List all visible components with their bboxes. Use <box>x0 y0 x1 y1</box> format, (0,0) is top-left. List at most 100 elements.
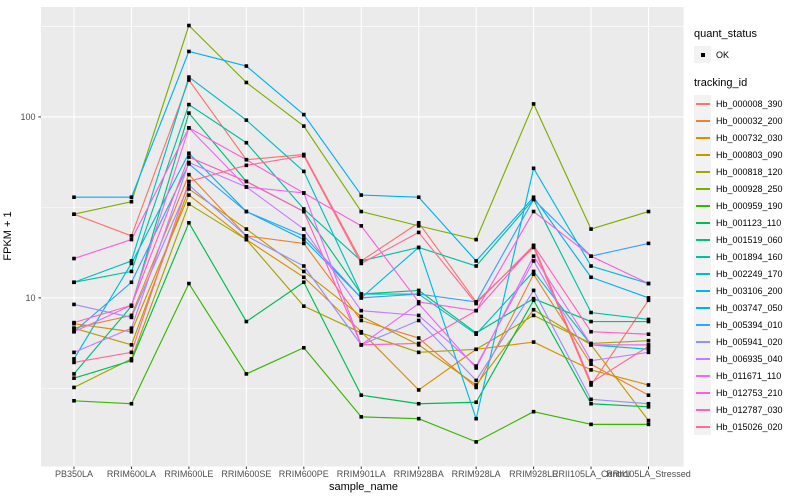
legend-item-Hb_001894_160: Hb_001894_160 <box>694 248 798 265</box>
data-point <box>589 343 593 347</box>
data-point <box>302 345 306 350</box>
series-color-line-icon <box>695 408 710 411</box>
legend-label: Hb_001519_060 <box>716 234 783 245</box>
data-point <box>646 347 651 352</box>
data-point <box>531 243 536 248</box>
data-point <box>589 368 593 372</box>
x-tick-label: RRIM928LE <box>509 469 558 479</box>
legend-label: Hb_003106_200 <box>716 285 783 296</box>
y-tick-label: 100 <box>20 112 35 122</box>
legend-label: Hb_000818_120 <box>716 166 783 177</box>
legend-label: Hb_012753_210 <box>716 387 783 398</box>
data-point <box>416 388 421 392</box>
data-point <box>646 241 651 246</box>
data-point <box>302 227 306 231</box>
data-point <box>187 187 191 191</box>
data-point <box>646 338 651 343</box>
data-point <box>72 302 76 307</box>
data-point <box>359 308 364 313</box>
data-point <box>474 416 478 421</box>
data-point <box>416 336 421 340</box>
data-point <box>129 358 134 363</box>
series-color-line-icon <box>695 306 710 309</box>
x-tick-label: RRIM600LA <box>107 469 156 479</box>
data-point <box>474 366 478 370</box>
data-point <box>129 234 134 238</box>
data-point <box>187 179 191 184</box>
series-color-line-icon <box>695 340 710 343</box>
data-point <box>531 313 536 318</box>
data-point <box>646 350 651 355</box>
data-point <box>302 237 306 242</box>
data-point <box>531 307 536 312</box>
data-point <box>531 409 536 414</box>
data-point <box>474 385 478 390</box>
data-point <box>589 422 593 427</box>
data-point <box>72 195 76 200</box>
legend-key-swatch <box>694 231 711 248</box>
data-point <box>474 332 478 336</box>
data-point <box>244 227 249 231</box>
data-point <box>72 398 76 403</box>
x-tick-label: RRII105LA_Stressed <box>606 469 691 479</box>
data-point <box>474 378 478 383</box>
data-point <box>244 319 249 324</box>
data-point <box>646 422 651 427</box>
data-point <box>72 376 76 380</box>
data-point <box>72 385 76 390</box>
data-point <box>129 303 134 308</box>
data-point <box>302 112 306 117</box>
data-point <box>244 237 249 242</box>
legend-item-Hb_012787_030: Hb_012787_030 <box>694 401 798 418</box>
data-point <box>244 64 249 68</box>
data-point <box>129 350 134 355</box>
legend-key-swatch <box>694 418 711 435</box>
data-point <box>589 319 593 324</box>
data-point <box>244 209 249 214</box>
data-point <box>416 288 421 293</box>
data-point <box>129 261 134 266</box>
data-point <box>302 280 306 285</box>
data-point <box>589 227 593 231</box>
data-point <box>72 329 76 334</box>
data-point <box>129 343 134 347</box>
data-point <box>646 344 651 349</box>
x-tick-label: RRIM600LE <box>164 469 213 479</box>
y-tick-label: 10 <box>25 293 35 303</box>
data-point <box>474 440 478 444</box>
series-color-line-icon <box>695 153 710 156</box>
legend-label: Hb_000928_250 <box>716 183 783 194</box>
data-point <box>72 212 76 217</box>
series-color-line-icon <box>695 136 710 139</box>
legend-key-swatch <box>694 282 711 299</box>
data-point <box>646 401 651 406</box>
data-point <box>129 326 134 330</box>
data-point <box>416 224 421 228</box>
data-point <box>474 264 478 268</box>
data-point <box>531 195 536 200</box>
legend-tracking-id-items: Hb_000008_390 Hb_000032_200 Hb_000732_030 H… <box>694 95 798 435</box>
data-point <box>589 264 593 268</box>
data-point <box>416 300 421 304</box>
data-point <box>187 160 191 165</box>
data-point <box>129 315 134 320</box>
series-color-line-icon <box>695 187 710 190</box>
data-point <box>416 341 421 346</box>
legend-label: Hb_006935_040 <box>716 353 783 364</box>
legend-label: Hb_000008_390 <box>716 98 783 109</box>
data-point <box>474 347 478 352</box>
data-point <box>589 380 593 385</box>
data-point <box>416 292 421 296</box>
data-point <box>474 308 478 313</box>
data-point <box>244 372 249 376</box>
data-point <box>359 393 364 397</box>
legend-key-swatch <box>694 265 711 282</box>
legend-item-Hb_003747_050: Hb_003747_050 <box>694 299 798 316</box>
legend-key-swatch <box>694 214 711 231</box>
data-point <box>187 172 191 177</box>
data-point <box>72 350 76 355</box>
data-point <box>416 195 421 200</box>
legend-item-Hb_003106_200: Hb_003106_200 <box>694 282 798 299</box>
x-tick-label: RRII105LA_Control <box>552 469 630 479</box>
legend-item-Hb_011671_110: Hb_011671_110 <box>694 367 798 384</box>
